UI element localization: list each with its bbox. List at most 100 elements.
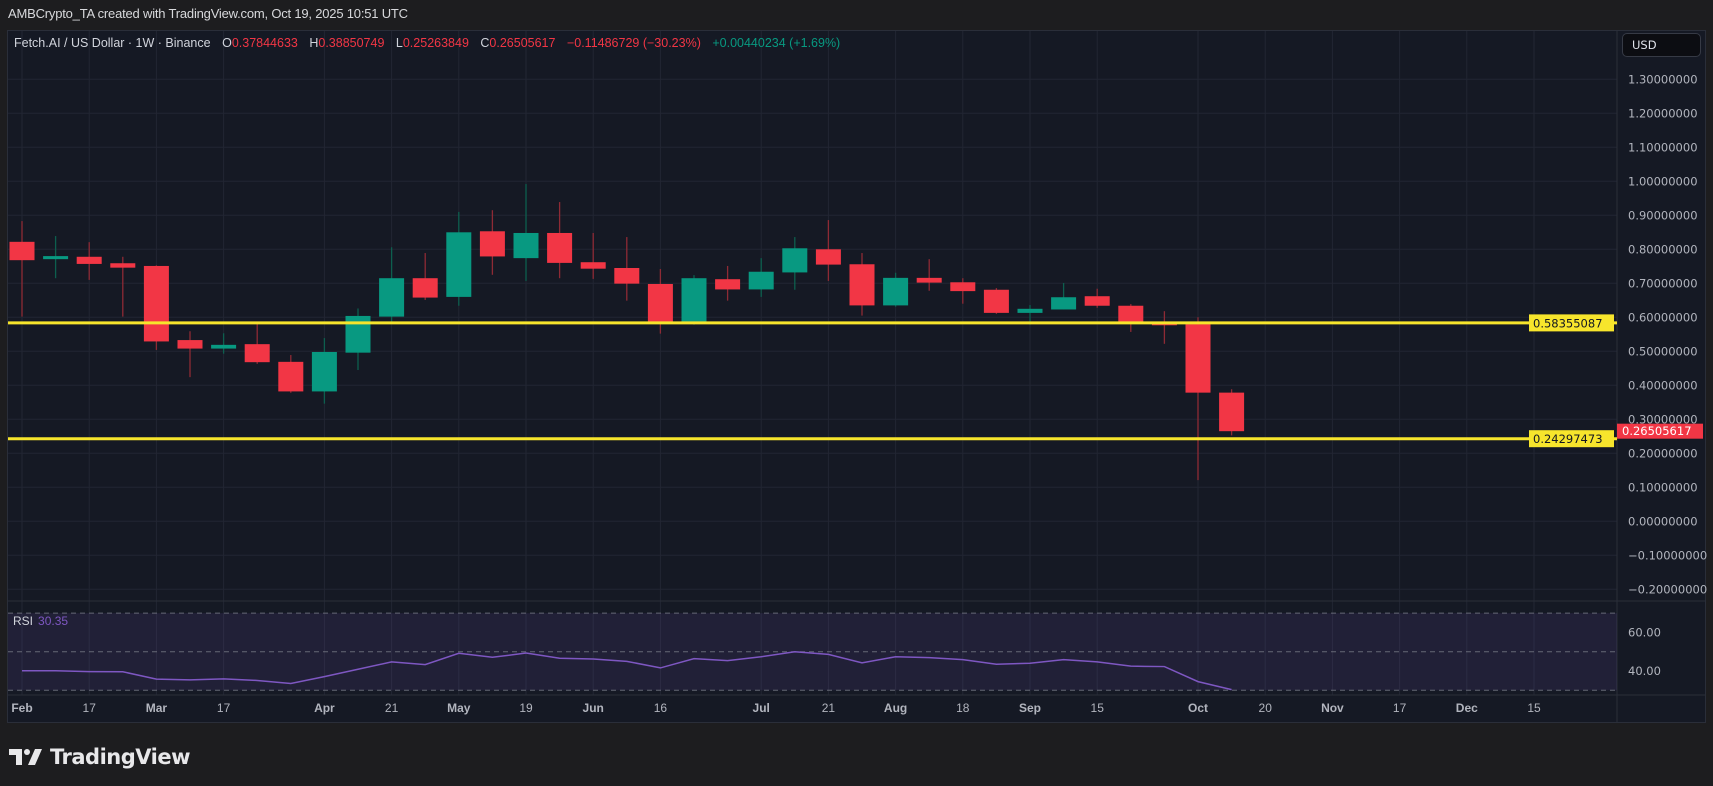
candle (715, 265, 741, 301)
candle-body (1219, 392, 1245, 432)
candle-body (1051, 297, 1077, 310)
candle-body (1151, 323, 1177, 326)
candle-body (916, 277, 942, 283)
time-tick-label: 16 (654, 701, 668, 715)
price-tick-label: 0.00000000 (1628, 514, 1698, 528)
currency-button[interactable]: USD (1622, 33, 1701, 57)
candle (815, 220, 841, 281)
price-tick-label: 1.20000000 (1628, 106, 1698, 120)
rsi-value: 30.35 (38, 614, 69, 628)
candle-body (76, 256, 102, 264)
price-tick-label: 1.30000000 (1628, 72, 1698, 86)
level-price-tag (1529, 430, 1614, 448)
candle-body (1084, 296, 1110, 306)
candle-body (379, 278, 405, 317)
candle (1118, 304, 1144, 332)
grid (8, 31, 1705, 722)
symbol-title: Fetch.AI / US Dollar · 1W · Binance (14, 36, 211, 50)
candle-body (815, 249, 841, 265)
candle-body (983, 289, 1009, 313)
time-tick-label: Aug (884, 701, 907, 715)
price-tick-label: 0.70000000 (1628, 276, 1698, 290)
price-tick-label: 0.80000000 (1628, 242, 1698, 256)
candle-body (580, 262, 606, 269)
price-tick-label: 0.50000000 (1628, 344, 1698, 358)
tradingview-logo: TradingView (9, 745, 190, 769)
time-tick-label: Apr (314, 701, 335, 715)
candle-body (1118, 305, 1144, 324)
candle (345, 308, 371, 370)
time-tick-label: Mar (146, 701, 168, 715)
candle (748, 258, 774, 297)
candle (9, 221, 35, 317)
level-price-tag (1529, 314, 1614, 332)
candle (950, 278, 976, 304)
tradingview-logo-icon (9, 749, 42, 765)
symbol-legend: Fetch.AI / US Dollar · 1W · Binance O 0.3… (14, 36, 840, 50)
rsi-tick-label: 60.00 (1628, 625, 1661, 639)
high-value: 0.38850749 (318, 36, 385, 50)
price-tick-label: 1.00000000 (1628, 174, 1698, 188)
candle-body (311, 351, 337, 392)
candle-body (883, 277, 909, 306)
time-tick-label: May (447, 701, 471, 715)
time-tick-label: 17 (83, 701, 97, 715)
time-tick-label: Jul (753, 701, 770, 715)
price-tick-label: −0.10000000 (1628, 548, 1707, 562)
candle-body (211, 344, 237, 349)
low-value: 0.25263849 (402, 36, 469, 50)
chart-attribution: AMBCrypto_TA created with TradingView.co… (8, 6, 408, 21)
candle (379, 247, 405, 324)
rsi-pane: 60.00 40.00 (8, 612, 1661, 691)
candle (1051, 282, 1077, 310)
candle (76, 242, 102, 280)
candle-body (43, 256, 69, 260)
price-tick-label: 0.10000000 (1628, 480, 1698, 494)
time-tick-label: Sep (1019, 701, 1041, 715)
candle-body (412, 278, 438, 298)
logo-text: TradingView (50, 745, 190, 769)
candle (782, 237, 808, 290)
time-tick-label: Dec (1456, 701, 1478, 715)
candle (177, 331, 203, 378)
candle (479, 210, 505, 275)
time-tick-label: 18 (956, 701, 970, 715)
candle (311, 338, 337, 404)
candle (211, 333, 237, 354)
price-tick-label: −0.20000000 (1628, 582, 1707, 596)
candle-body (715, 279, 741, 290)
candle (110, 256, 136, 317)
time-tick-label: 19 (519, 701, 533, 715)
candle-body (177, 340, 203, 349)
level-price-label: 0.58355087 (1533, 316, 1603, 330)
time-tick-label: 17 (217, 701, 231, 715)
candle-body (647, 283, 673, 323)
time-axis: Feb 17 Mar 17 Apr 21 May 19 Jun 16 Jul 21 Aug 18 Sep 15… (11, 701, 1541, 715)
candle (849, 253, 875, 316)
time-tick-label: 15 (1527, 701, 1541, 715)
candle-body (244, 344, 270, 363)
candle-body (446, 232, 472, 297)
close-label: C (480, 36, 490, 50)
high-label: H (309, 36, 319, 50)
candle (143, 265, 169, 350)
rsi-tick-label: 40.00 (1628, 664, 1661, 678)
price-tick-label: 0.60000000 (1628, 310, 1698, 324)
candle-body (614, 268, 640, 284)
candle-body (547, 232, 573, 263)
candle-body (9, 241, 35, 261)
last-price-tag (1617, 423, 1703, 439)
candle (647, 269, 673, 334)
time-tick-label: 17 (1393, 701, 1407, 715)
candle (883, 272, 909, 307)
time-tick-label: Jun (583, 701, 604, 715)
candle (513, 184, 539, 281)
rsi-line (22, 650, 1232, 691)
candle (1219, 389, 1245, 436)
candle-body (278, 361, 304, 392)
time-tick-label: Nov (1321, 701, 1344, 715)
time-tick-label: 21 (385, 701, 399, 715)
candle (1151, 311, 1177, 344)
open-label: O (222, 36, 232, 50)
